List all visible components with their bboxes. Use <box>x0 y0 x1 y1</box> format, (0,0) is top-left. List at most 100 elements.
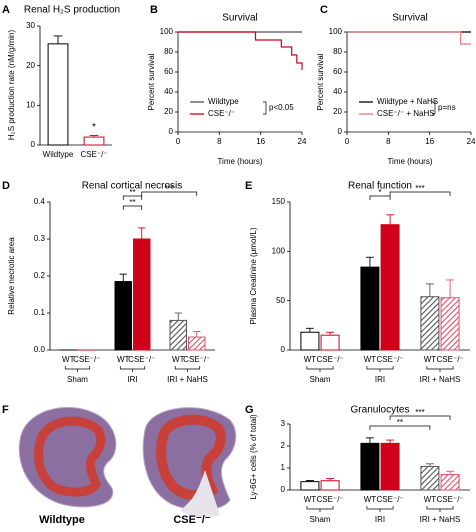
legend-label: CSE⁻/⁻ + NaHS <box>377 109 435 118</box>
significance-label: ** <box>397 418 403 427</box>
x-tick-label: CSE⁻/⁻ <box>437 495 464 504</box>
x-tick-label: CSE⁻/⁻ <box>317 355 344 364</box>
x-tick-label: CSE⁻/⁻ <box>183 355 210 364</box>
group-label: IRI <box>127 375 137 384</box>
panel-letter: C <box>320 4 328 16</box>
bar <box>360 442 380 491</box>
x-tick-label: 0 <box>176 137 181 146</box>
bar <box>132 238 151 351</box>
bar <box>440 297 460 351</box>
bar <box>380 442 400 491</box>
image-label: CSE⁻/⁻ <box>173 514 210 526</box>
y-axis-label: Relative necrotic area <box>7 237 16 315</box>
significance-bracket <box>122 195 143 200</box>
significance-label: ** <box>129 188 135 197</box>
bar <box>300 481 320 491</box>
y-tick-label: 0 <box>169 127 174 136</box>
kidney-cse-cortex <box>156 414 226 500</box>
y-tick-label: 0.0 <box>34 345 46 354</box>
x-tick-label: WT <box>304 355 317 364</box>
p-value: p=ns <box>438 103 456 112</box>
bar <box>320 334 340 351</box>
bar <box>300 331 320 351</box>
bar <box>83 136 105 146</box>
panel-letter: F <box>2 404 9 416</box>
y-tick-label: 60 <box>164 67 173 76</box>
legend-bracket <box>432 101 436 115</box>
significance-label: *** <box>415 408 424 417</box>
x-tick-label: WT <box>172 355 185 364</box>
group-brace <box>64 366 91 372</box>
kidney-cse-medulla <box>180 470 220 518</box>
x-tick-label: CSE⁻/⁻ <box>317 495 344 504</box>
y-tick-label: 80 <box>164 47 173 56</box>
y-axis-label: Percent survival <box>147 53 156 110</box>
significance-bracket <box>122 205 143 210</box>
group-brace <box>306 366 334 372</box>
chart-title: Granulocytes <box>351 405 410 416</box>
x-tick-label: Wildtype <box>43 150 74 159</box>
y-tick-label: 0.4 <box>34 197 46 206</box>
y-tick-label: 60 <box>333 67 342 76</box>
chart-title: Survival <box>222 13 258 24</box>
x-tick-label: 24 <box>467 137 476 146</box>
group-brace <box>119 366 146 372</box>
x-tick-label: CSE⁻/⁻ <box>128 355 155 364</box>
significance-bracket <box>389 191 451 196</box>
x-axis-label: Time (hours) <box>387 157 432 166</box>
group-label: IRI <box>375 515 385 524</box>
survival-line <box>347 31 471 45</box>
x-tick-label: WT <box>424 495 437 504</box>
y-axis-label: H₂S production rate (nM/g/min) <box>7 30 16 141</box>
y-tick-label: 0 <box>281 345 286 354</box>
x-axis-label: Time (hours) <box>217 157 262 166</box>
group-label: IRI + NaHS <box>420 375 461 384</box>
x-tick-label: WT <box>62 355 75 364</box>
significance-bracket <box>369 195 391 200</box>
y-tick-label: 0 <box>31 140 36 149</box>
y-tick-label: 0.2 <box>34 271 46 280</box>
significance-label: * <box>92 122 96 133</box>
x-tick-label: CSE⁻/⁻ <box>377 355 404 364</box>
bar <box>320 480 340 491</box>
chart-title: Survival <box>392 13 428 24</box>
panel-letter: G <box>245 404 254 416</box>
y-tick-label: 20 <box>333 107 342 116</box>
y-tick-label: 3 <box>281 419 286 428</box>
bar <box>360 266 380 351</box>
bar <box>47 43 69 146</box>
bar <box>380 224 400 351</box>
chart-title: Renal cortical necrosis <box>82 181 183 192</box>
significance-bracket <box>369 425 431 430</box>
panel-letter: D <box>2 180 10 192</box>
bar <box>420 296 440 351</box>
y-tick-label: 0 <box>281 485 286 494</box>
group-brace <box>366 366 394 372</box>
y-tick-label: 2 <box>281 441 286 450</box>
x-tick-label: 8 <box>386 137 391 146</box>
group-brace <box>426 506 454 512</box>
x-tick-label: CSE⁻/⁻ <box>377 495 404 504</box>
y-axis-label: Plasma Creatinine (μmol/L) <box>249 227 258 324</box>
x-tick-label: 16 <box>425 137 434 146</box>
significance-bracket <box>389 415 451 420</box>
x-tick-label: WT <box>117 355 130 364</box>
legend-label: Wildtype + NaHS <box>377 97 438 106</box>
x-tick-label: CSE⁻/⁻ <box>80 150 107 159</box>
group-brace <box>174 366 201 372</box>
x-tick-label: CSE⁻/⁻ <box>437 355 464 364</box>
x-tick-label: WT <box>364 495 377 504</box>
y-tick-label: 20 <box>26 61 35 70</box>
y-tick-label: 1 <box>281 463 286 472</box>
chart-title: Renal H₂S production <box>24 5 120 16</box>
legend-bracket <box>263 101 267 115</box>
y-tick-label: 40 <box>333 87 342 96</box>
chart-title: Renal function <box>348 181 412 192</box>
group-brace <box>366 506 394 512</box>
x-tick-label: 24 <box>298 137 307 146</box>
bar <box>187 336 206 351</box>
group-brace <box>426 366 454 372</box>
bar <box>114 281 133 351</box>
group-label: IRI <box>375 375 385 384</box>
